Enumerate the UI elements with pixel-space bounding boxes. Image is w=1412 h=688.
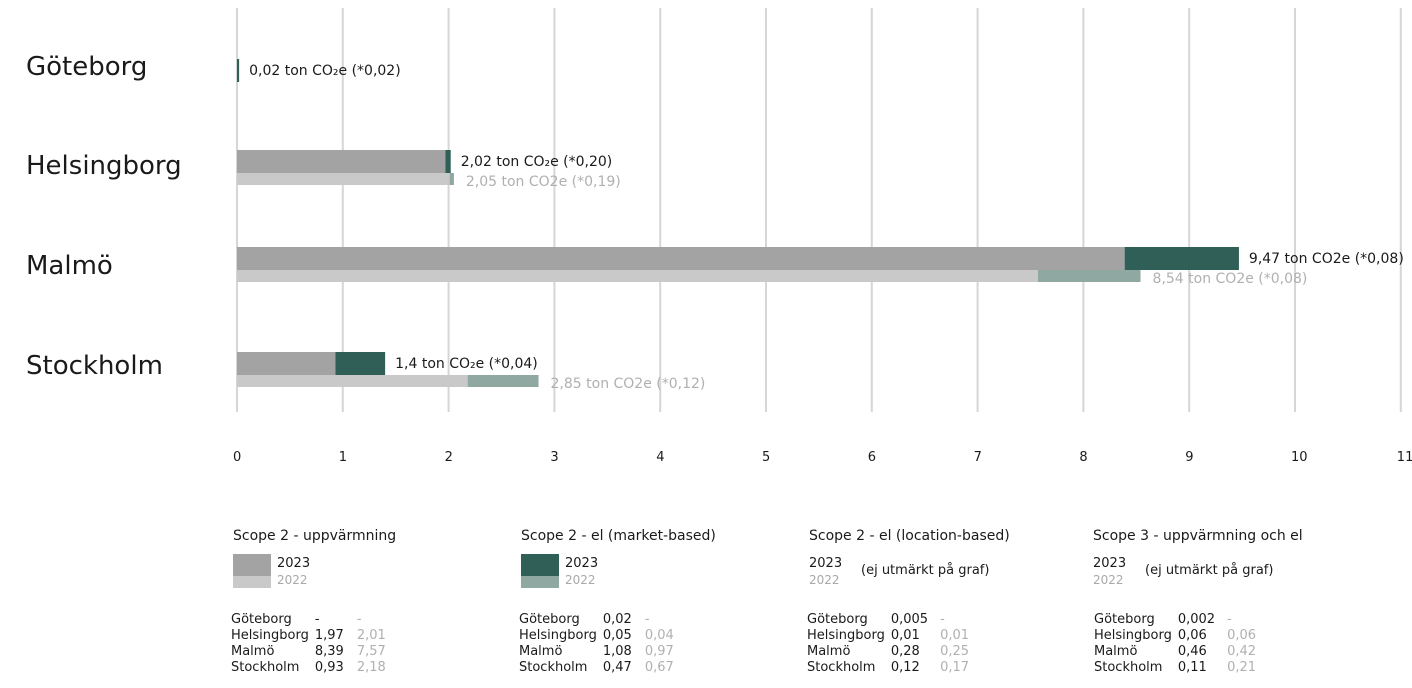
legend-year-2022: 2022 <box>1093 573 1124 587</box>
x-tick-label: 6 <box>868 450 876 465</box>
legend-location: Scope 2 - el (location-based) 2023 2022 … <box>809 528 1010 590</box>
legend-title: Scope 2 - uppvärmning <box>233 528 397 544</box>
legend-year-2023: 2023 <box>1093 556 1127 571</box>
legend-year-2022: 2022 <box>277 573 308 587</box>
x-tick-label: 9 <box>1185 450 1193 465</box>
values-table-location: Göteborg 0,005- Helsingborg 0,01 0,01 Malmö… <box>807 612 975 676</box>
x-tick-label: 2 <box>445 450 453 465</box>
x-tick-label: 3 <box>550 450 558 465</box>
legend-title: Scope 2 - el (market-based) <box>521 528 716 544</box>
table-row: Malmö 8,39 7,57 <box>231 644 386 659</box>
category-label-malmo: Malmö <box>26 251 113 281</box>
bar-heating-2022 <box>237 375 468 387</box>
bar-market-2023 <box>1124 247 1239 270</box>
table-row: Stockholm 0,93 2,18 <box>231 660 386 675</box>
legend-title: Scope 3 - uppvärmning och el <box>1093 528 1303 544</box>
bar-labels: 0,02 ton CO₂e (*0,02) 2,02 ton CO₂e (*0,2… <box>249 63 1404 392</box>
bar-chart: 0,02 ton CO₂e (*0,02) 2,02 ton CO₂e (*0,2… <box>233 8 1412 465</box>
table-row: Göteborg 0,005- <box>807 612 945 627</box>
table-row: Stockholm 0,47 0,67 <box>519 660 674 675</box>
x-tick-label: 0 <box>233 450 241 465</box>
category-label-goteborg: Göteborg <box>26 52 148 82</box>
swatch-2022 <box>521 576 559 588</box>
legend-note: (ej utmärkt på graf) <box>861 563 990 578</box>
legend-scope3: Scope 3 - uppvärmning och el 2023 2022 (… <box>1093 528 1303 590</box>
bar-heating-2022 <box>237 173 450 185</box>
values-table-market: Göteborg 0,02- Helsingborg 0,05 0,04 Malmö 1… <box>519 612 680 676</box>
category-label-stockholm: Stockholm <box>26 351 163 381</box>
x-tick-label: 11 <box>1397 450 1412 465</box>
x-tick-label: 8 <box>1079 450 1087 465</box>
x-tick-label: 10 <box>1291 450 1308 465</box>
legend-heating: Scope 2 - uppvärmning 2023 2022 <box>233 528 396 590</box>
x-tick-label: 5 <box>762 450 770 465</box>
table-row: Stockholm 0,12 0,17 <box>807 660 970 675</box>
data-label-2023: 1,4 ton CO₂e (*0,04) <box>395 356 538 372</box>
legend-year-2023: 2023 <box>809 556 843 571</box>
bar-heating-2023 <box>237 352 336 375</box>
table-row: Göteborg 0,02- <box>519 612 650 627</box>
bar-market-2022 <box>1037 270 1141 282</box>
legend-title: Scope 2 - el (location-based) <box>809 528 1010 544</box>
legend-year-2023: 2023 <box>277 556 311 571</box>
table-row: Malmö 0,46 0,42 <box>1094 644 1257 659</box>
table-row: Stockholm 0,11 0,21 <box>1094 660 1257 675</box>
legend-note: (ej utmärkt på graf) <box>1145 563 1274 578</box>
x-axis-ticks: 0 1 2 3 4 5 6 7 8 9 10 11 <box>233 450 1412 465</box>
table-row: Malmö 0,28 0,25 <box>807 644 970 659</box>
bar-market-2022 <box>449 173 454 185</box>
bar-heating-2022 <box>237 270 1038 282</box>
bar-market-2023 <box>237 59 240 82</box>
table-row: Helsingborg 0,06 0,06 <box>1094 628 1257 643</box>
grid-lines <box>236 8 1402 412</box>
data-label-2022: 8,54 ton CO2e (*0,08) <box>1153 271 1308 287</box>
bar-market-2023 <box>335 352 386 375</box>
data-label-2023: 9,47 ton CO2e (*0,08) <box>1249 251 1404 267</box>
bar-market-2023 <box>445 150 451 173</box>
x-tick-label: 4 <box>656 450 664 465</box>
data-label-2023: 0,02 ton CO₂e (*0,02) <box>249 63 401 79</box>
legend-year-2022: 2022 <box>809 573 840 587</box>
bar-market-2022 <box>467 375 539 387</box>
x-tick-label: 1 <box>339 450 347 465</box>
table-row: Helsingborg 0,05 0,04 <box>519 628 674 643</box>
data-label-2022: 2,85 ton CO2e (*0,12) <box>551 376 706 392</box>
category-label-helsingborg: Helsingborg <box>26 151 182 181</box>
table-row: Göteborg - - <box>231 612 362 627</box>
values-table-scope3: Göteborg 0,002- Helsingborg 0,06 0,06 Malmö… <box>1094 612 1262 676</box>
values-table-heating: Göteborg - - Helsingborg 1,97 2,01 Malmö 8,39… <box>231 612 392 676</box>
table-row: Helsingborg 1,97 2,01 <box>231 628 386 643</box>
table-row: Göteborg 0,002- <box>1094 612 1232 627</box>
legend-year-2023: 2023 <box>565 556 599 571</box>
swatch-2023 <box>233 554 271 576</box>
table-row: Helsingborg 0,01 0,01 <box>807 628 970 643</box>
legend-market: Scope 2 - el (market-based) 2023 2022 <box>521 528 716 590</box>
legend-year-2022: 2022 <box>565 573 596 587</box>
bar-heating-2023 <box>237 150 446 173</box>
swatch-2022 <box>233 576 271 588</box>
data-label-2023: 2,02 ton CO₂e (*0,20) <box>461 154 613 170</box>
bars <box>237 59 1239 387</box>
data-label-2022: 2,05 ton CO2e (*0,19) <box>466 174 621 190</box>
table-row: Malmö 1,08 0,97 <box>519 644 674 659</box>
swatch-2023 <box>521 554 559 576</box>
x-tick-label: 7 <box>974 450 982 465</box>
bar-heating-2023 <box>237 247 1125 270</box>
